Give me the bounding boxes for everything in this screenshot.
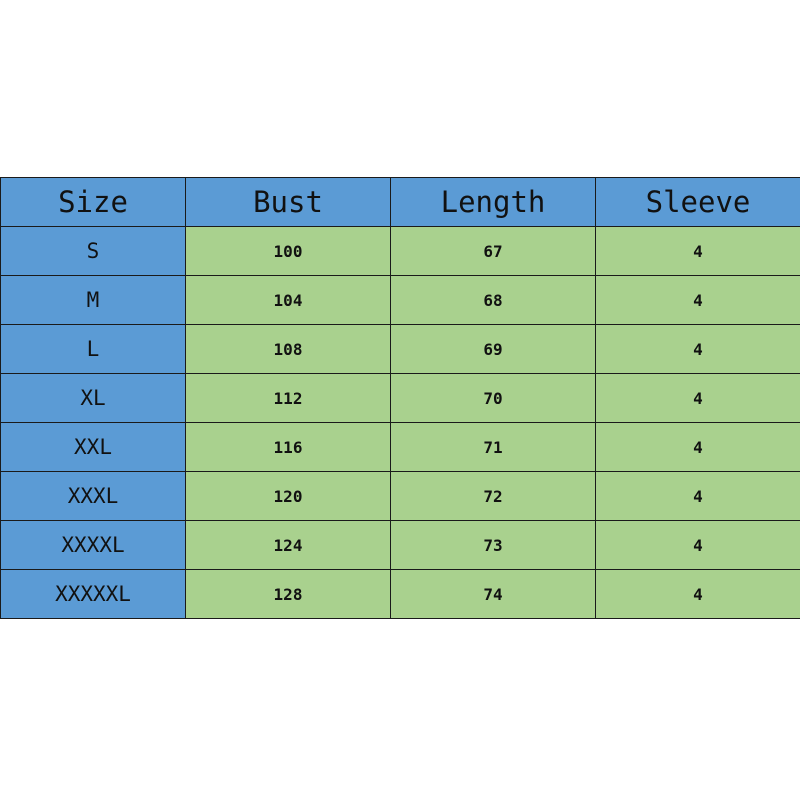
table-row: XL 112 70 4 [0,373,800,423]
cell-bust: 104 [185,275,391,325]
cell-size: XXXXL [0,520,186,570]
cell-bust: 120 [185,471,391,521]
cell-length: 73 [390,520,596,570]
cell-sleeve: 4 [595,275,800,325]
header-row: Size Bust Length Sleeve [0,177,800,227]
cell-bust: 116 [185,422,391,472]
header-size: Size [0,177,186,227]
cell-bust: 100 [185,226,391,276]
header-length: Length [390,177,596,227]
header-bust: Bust [185,177,391,227]
cell-bust: 128 [185,569,391,619]
table-row: XXXXXL 128 74 4 [0,569,800,619]
table-row: XXXL 120 72 4 [0,471,800,521]
size-chart-table: Size Bust Length Sleeve S 100 67 4 M 104 68 4 L 1… [0,177,800,619]
cell-bust: 108 [185,324,391,374]
cell-size: XXL [0,422,186,472]
cell-sleeve: 4 [595,520,800,570]
cell-length: 67 [390,226,596,276]
cell-sleeve: 4 [595,569,800,619]
table-row: S 100 67 4 [0,226,800,276]
cell-size: L [0,324,186,374]
cell-sleeve: 4 [595,324,800,374]
table-row: XXL 116 71 4 [0,422,800,472]
cell-length: 74 [390,569,596,619]
table-row: L 108 69 4 [0,324,800,374]
cell-bust: 124 [185,520,391,570]
cell-length: 68 [390,275,596,325]
cell-sleeve: 4 [595,471,800,521]
header-sleeve: Sleeve [595,177,800,227]
cell-size: M [0,275,186,325]
cell-size: XXXL [0,471,186,521]
cell-sleeve: 4 [595,226,800,276]
table-row: M 104 68 4 [0,275,800,325]
cell-size: XL [0,373,186,423]
cell-size: S [0,226,186,276]
table-row: XXXXL 124 73 4 [0,520,800,570]
cell-sleeve: 4 [595,373,800,423]
cell-length: 69 [390,324,596,374]
cell-length: 71 [390,422,596,472]
cell-length: 70 [390,373,596,423]
cell-size: XXXXXL [0,569,186,619]
cell-sleeve: 4 [595,422,800,472]
cell-bust: 112 [185,373,391,423]
cell-length: 72 [390,471,596,521]
